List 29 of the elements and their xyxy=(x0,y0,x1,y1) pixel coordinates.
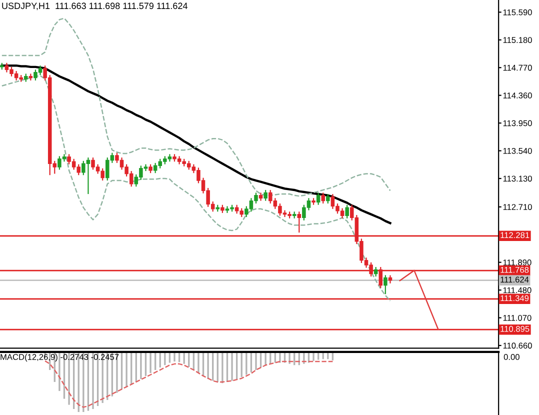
ref-line-label: 111.624 xyxy=(500,276,529,283)
y-tick-label: 111.070 xyxy=(503,314,532,321)
candlestick xyxy=(297,211,302,234)
y-tick-label: 113.130 xyxy=(503,176,532,182)
ref-line-label: 110.895 xyxy=(500,326,530,332)
candlestick xyxy=(326,193,330,204)
ref-line-label: 111.349 xyxy=(500,295,529,302)
candlestick xyxy=(264,189,268,202)
candlestick xyxy=(321,192,325,204)
annotation: MACD(12,26,9) -0.2743 -0.2457 xyxy=(0,354,119,362)
candlestick xyxy=(316,192,320,206)
candlestick xyxy=(345,204,349,219)
y-tick-label: 114.770 xyxy=(503,64,532,71)
y-tick-label: 111.890 xyxy=(503,260,532,266)
y-tick-label: 110.660 xyxy=(503,342,532,349)
y-tick-label: 115.590 xyxy=(503,9,532,16)
y-tick-label: 114.360 xyxy=(503,92,532,98)
text: 0.00 xyxy=(504,354,520,360)
y-tick-label: 115.180 xyxy=(503,37,532,43)
y-tick-label: 112.710 xyxy=(503,204,532,210)
candlestick xyxy=(374,266,378,278)
candlestick xyxy=(384,274,388,295)
y-tick-label: 113.950 xyxy=(503,120,532,126)
ref-line-label: 112.281 xyxy=(500,232,530,238)
y-tick-label: 113.540 xyxy=(503,148,532,154)
chart-title: USDJPY,H1 111.663 111.698 111.579 111.624 xyxy=(2,2,188,10)
ref-line-label: 111.768 xyxy=(500,266,529,273)
y-tick-label: 111.480 xyxy=(503,287,532,294)
line-series xyxy=(0,64,392,224)
